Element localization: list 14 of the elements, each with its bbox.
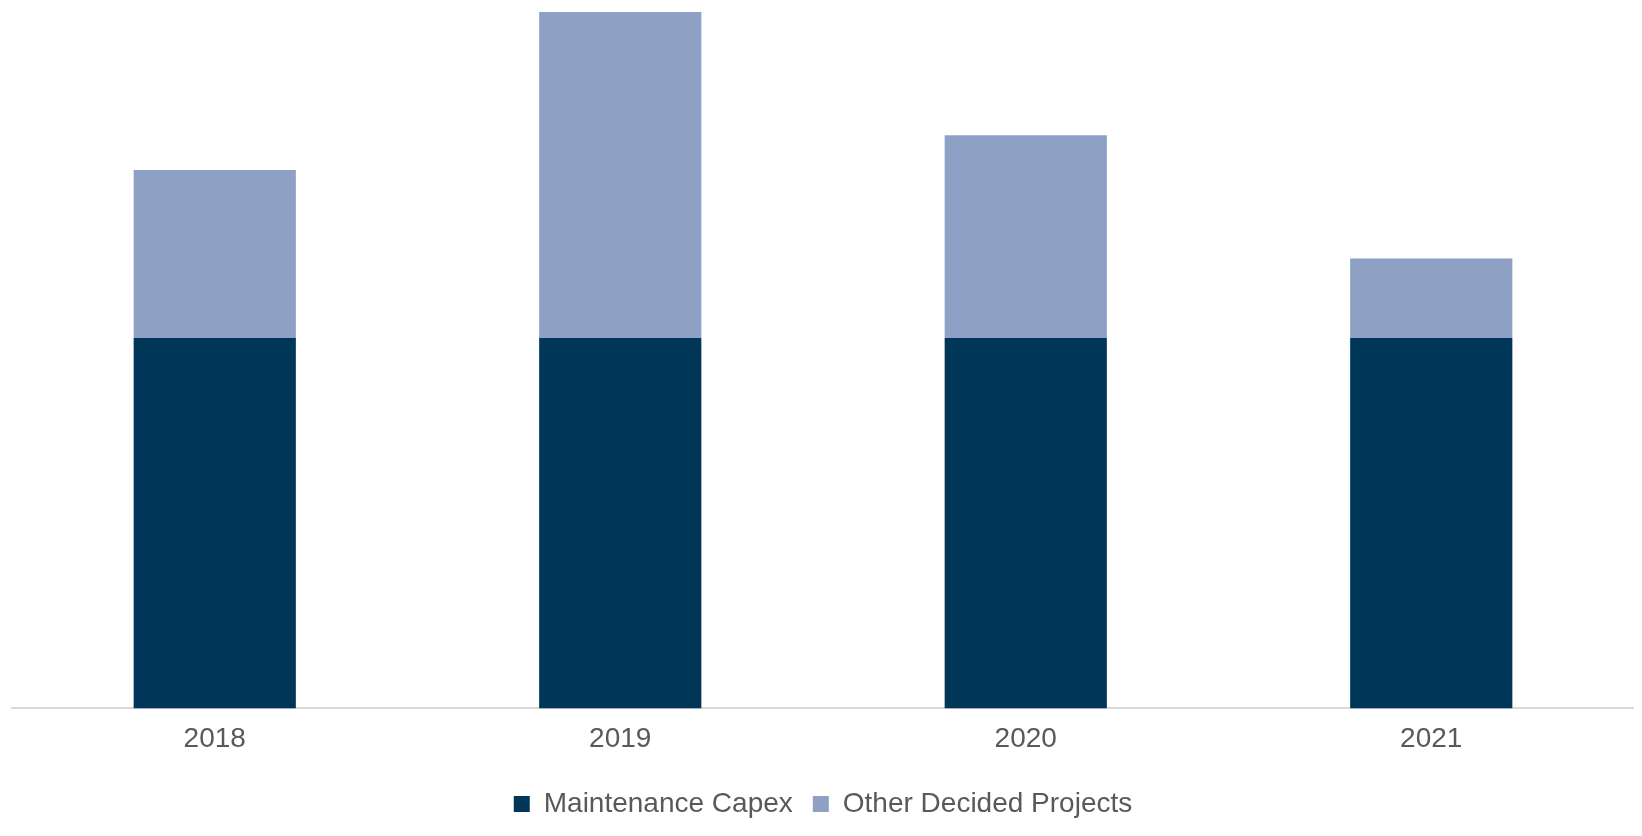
bar <box>944 135 1107 338</box>
bar <box>1350 337 1513 709</box>
x-tick-label: 2018 <box>183 721 246 753</box>
bar <box>539 337 702 709</box>
x-tick-label: 2020 <box>994 721 1057 753</box>
x-tick-label: 2019 <box>589 721 652 753</box>
bar <box>133 170 296 338</box>
legend-label: Other Decided Projects <box>842 786 1133 818</box>
x-tick-label: 2021 <box>1400 721 1463 753</box>
bar <box>944 337 1107 709</box>
legend-label: Maintenance Capex <box>543 786 793 818</box>
bar <box>133 337 296 709</box>
bar <box>1350 258 1513 338</box>
bar <box>539 12 702 338</box>
